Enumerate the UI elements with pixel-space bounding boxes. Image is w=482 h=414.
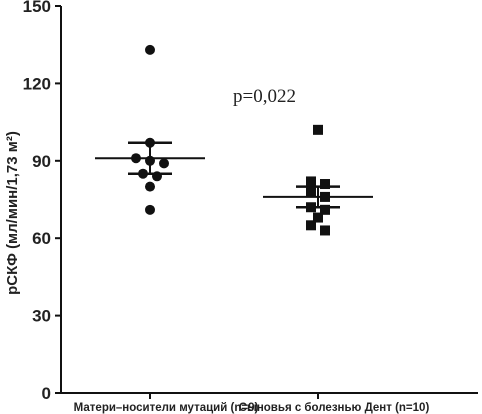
data-point-circle	[145, 44, 155, 55]
data-point-circle	[145, 155, 155, 166]
data-point-square	[320, 191, 330, 202]
p-value-annotation: p=0,022	[233, 86, 296, 107]
data-point-circle	[145, 181, 155, 192]
data-point-circle	[145, 137, 155, 148]
y-tick-label: 0	[42, 384, 51, 403]
data-point-circle	[152, 171, 162, 182]
y-tick-label: 120	[23, 74, 51, 93]
data-point-square	[306, 186, 316, 197]
data-point-circle	[159, 158, 169, 169]
data-point-circle	[145, 204, 155, 215]
y-tick-label: 30	[32, 307, 51, 326]
data-point-square	[320, 204, 330, 215]
data-point-square	[313, 124, 323, 135]
x-category-label: Сыновья с болезнью Дент (n=10)	[239, 402, 430, 414]
data-point-square	[313, 212, 323, 223]
data-point-square	[320, 179, 330, 190]
y-tick-label: 90	[32, 152, 51, 171]
data-point-square	[320, 225, 330, 236]
y-axis-title: рСКФ (мл/мин/1,73 м²)	[4, 131, 21, 295]
y-tick-label: 60	[32, 229, 51, 248]
data-point-square	[306, 220, 316, 231]
x-category-label: Матери–носители мутаций (n=9)	[74, 402, 259, 414]
y-tick-label: 150	[23, 0, 51, 16]
axes: 0 30 60 90 120 150 Матери–носители мутаций (n=…	[23, 0, 478, 414]
chart-marks	[95, 44, 373, 236]
data-point-square	[306, 176, 316, 187]
data-point-square	[306, 202, 316, 213]
data-point-circle	[131, 153, 141, 164]
data-point-circle	[138, 168, 148, 179]
